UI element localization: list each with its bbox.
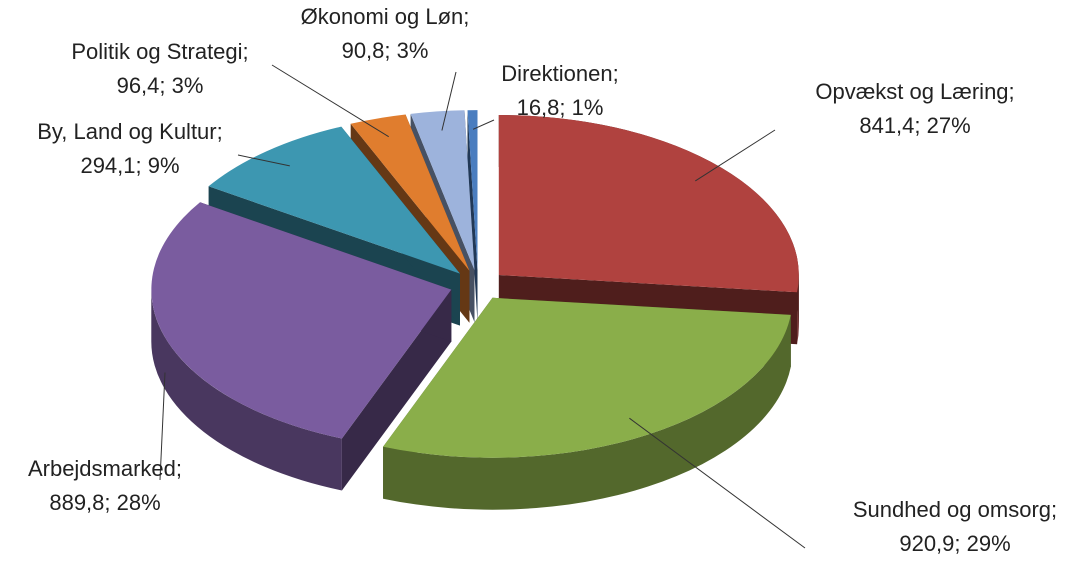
value-label: 841,4; 27% — [859, 113, 970, 138]
leader-line — [441, 71, 457, 131]
slice-wall — [383, 314, 791, 510]
slice — [498, 114, 799, 293]
value-label: 90,8; 3% — [342, 38, 429, 63]
leader-line — [237, 154, 290, 167]
slice — [208, 126, 460, 274]
slice-label: Økonomi og Løn; — [301, 4, 470, 29]
slice-label: Arbejdsmarked; — [28, 456, 182, 481]
slice-label: Direktionen; — [501, 61, 618, 86]
slice — [467, 110, 478, 271]
leader-line — [271, 64, 389, 138]
slice — [410, 110, 475, 271]
leader-line — [695, 129, 776, 182]
value-label: 96,4; 3% — [117, 73, 204, 98]
slice-label: By, Land og Kultur; — [37, 119, 223, 144]
slice-wall — [151, 289, 342, 491]
slice-label: Politik og Strategi; — [71, 39, 248, 64]
value-label: 16,8; 1% — [517, 95, 604, 120]
slice — [350, 114, 470, 271]
value-label: 294,1; 9% — [80, 153, 179, 178]
slice — [383, 297, 791, 458]
leader-line — [629, 417, 806, 549]
leader-line — [472, 119, 495, 130]
value-label: 889,8; 28% — [49, 490, 160, 515]
value-label: 920,9; 29% — [899, 531, 1010, 556]
slice-side — [341, 289, 452, 491]
slice — [151, 202, 452, 439]
slice-side — [467, 110, 478, 323]
slice-label: Sundhed og omsorg; — [853, 497, 1057, 522]
slice-label: Opvækst og Læring; — [815, 79, 1014, 104]
leader-line — [159, 372, 166, 481]
